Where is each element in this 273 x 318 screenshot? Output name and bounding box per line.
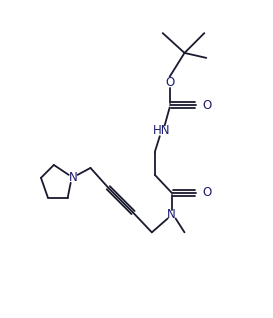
Text: HN: HN bbox=[153, 124, 171, 137]
Text: O: O bbox=[203, 99, 212, 112]
Text: N: N bbox=[69, 171, 78, 184]
Text: O: O bbox=[165, 76, 174, 89]
Text: N: N bbox=[167, 208, 176, 221]
Text: O: O bbox=[203, 186, 212, 199]
